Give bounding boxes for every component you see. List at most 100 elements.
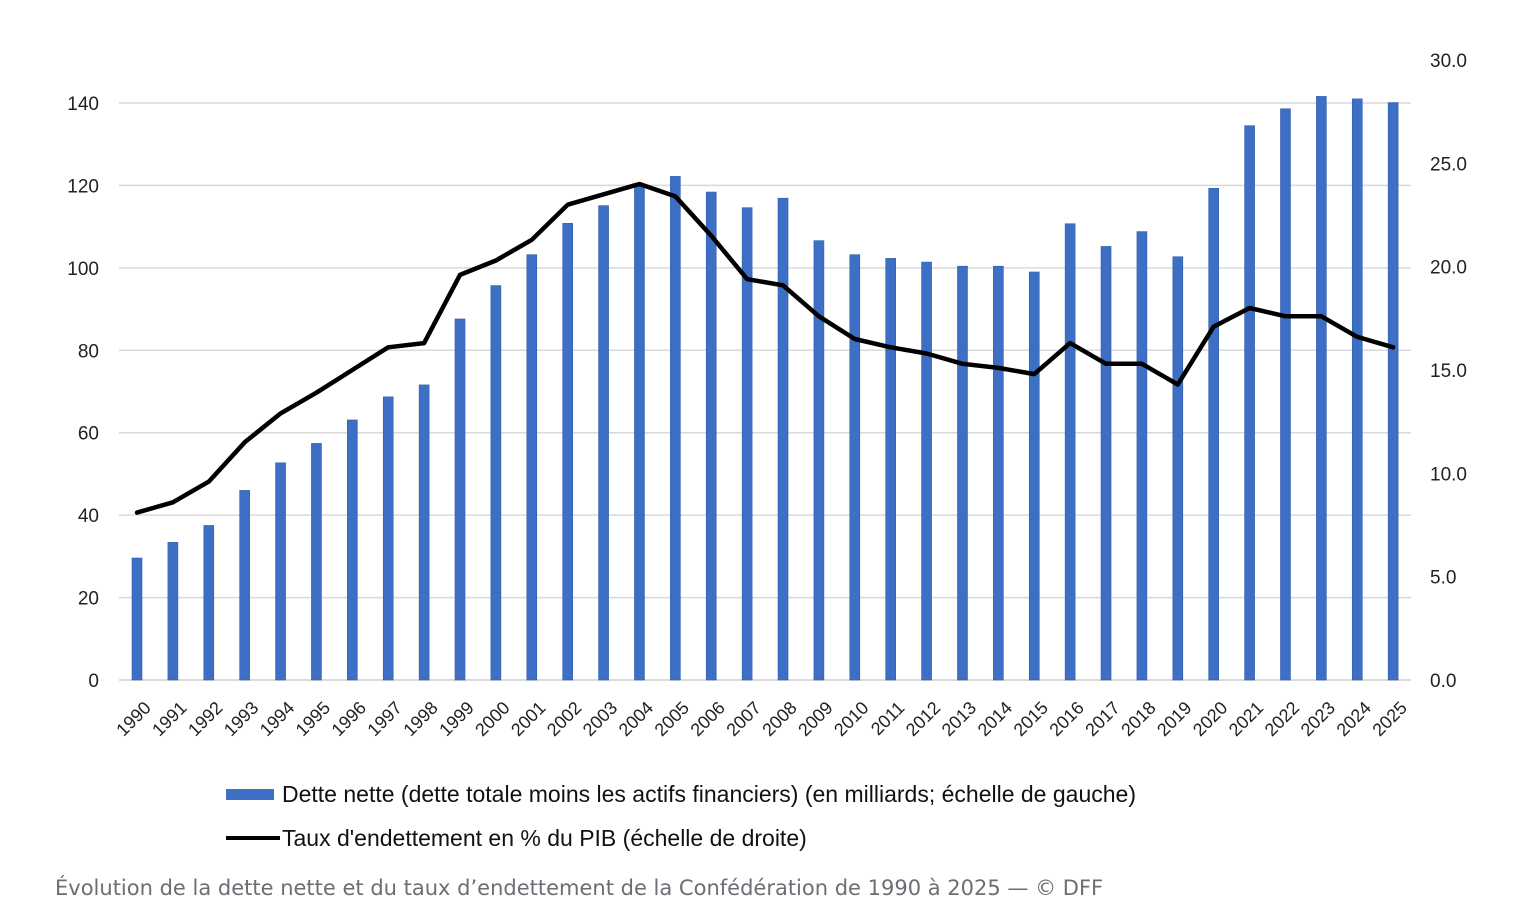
x-tick-label: 1993 (220, 698, 262, 740)
left-tick-label: 40 (78, 506, 99, 527)
x-tick-label: 1998 (399, 698, 441, 740)
right-axis-ticks: 0.0 5.0 10.0 15.0 20.0 25.0 30.0 (1430, 51, 1467, 692)
legend-item-bar[interactable]: Dette nette (dette totale moins les acti… (226, 772, 1136, 816)
bar-2000 (490, 285, 502, 681)
bar-1995 (311, 443, 322, 681)
x-tick-label: 2013 (938, 698, 980, 740)
left-tick-label: 120 (67, 176, 99, 197)
bar-2007 (741, 207, 753, 681)
right-tick-label: 20.0 (1430, 258, 1467, 279)
x-tick-label: 2009 (794, 698, 836, 740)
x-tick-label: 2005 (651, 698, 693, 740)
bar-2005 (670, 176, 681, 681)
x-tick-label: 2024 (1333, 698, 1375, 740)
right-tick-label: 30.0 (1430, 51, 1467, 72)
right-tick-label: 0.0 (1430, 671, 1456, 692)
line-series (134, 181, 1396, 515)
legend-label-bar: Dette nette (dette totale moins les acti… (282, 780, 1136, 807)
bar-2001 (526, 254, 538, 681)
bar-1998 (418, 384, 430, 681)
x-tick-label: 2019 (1153, 698, 1195, 740)
legend-bar-swatch (226, 788, 274, 800)
bar-2008 (777, 197, 789, 681)
left-tick-label: 100 (67, 259, 99, 280)
x-tick-label: 1997 (364, 698, 406, 740)
debt-ratio-line (134, 181, 1396, 515)
x-tick-label: 2006 (687, 698, 729, 740)
left-tick-label: 140 (67, 94, 99, 115)
right-tick-label: 10.0 (1430, 464, 1467, 485)
bar-series (131, 96, 1399, 681)
x-tick-label: 1994 (256, 698, 298, 740)
left-axis-ticks: 0 20 40 60 80 100 120 140 (67, 94, 99, 692)
x-tick-label: 1991 (148, 698, 190, 740)
x-tick-label: 1996 (328, 698, 370, 740)
x-tick-label: 2008 (758, 698, 800, 740)
bar-1997 (382, 396, 394, 681)
x-tick-label: 2010 (830, 698, 872, 740)
right-tick-label: 25.0 (1430, 154, 1467, 175)
x-tick-label: 2012 (902, 698, 944, 740)
right-tick-label: 15.0 (1430, 361, 1467, 382)
figure-caption: Évolution de la dette nette et du taux d… (55, 876, 1104, 900)
x-tick-label: 2014 (974, 698, 1016, 740)
gridlines (119, 102, 1411, 681)
bar-1990 (131, 557, 143, 681)
left-tick-label: 80 (78, 341, 99, 362)
bar-1993 (239, 490, 250, 681)
left-tick-label: 0 (88, 671, 99, 692)
bar-2025 (1387, 102, 1399, 681)
x-tick-label: 1995 (292, 698, 334, 740)
legend-label-line: Taux d'endettement en % du PIB (échelle … (282, 824, 807, 851)
bar-2009 (813, 240, 825, 681)
bar-2003 (598, 205, 609, 681)
bar-2016 (1064, 223, 1076, 681)
bar-2002 (562, 223, 573, 681)
x-tick-label: 2011 (867, 698, 909, 740)
x-tick-label: 2020 (1189, 698, 1231, 740)
x-tick-label: 2003 (579, 698, 621, 740)
x-axis-ticks: 1990199119921993199419951996199719981999… (112, 698, 1411, 740)
bar-1992 (203, 525, 215, 681)
bar-2014 (993, 265, 1004, 681)
left-tick-label: 60 (78, 424, 99, 445)
bar-2012 (921, 261, 932, 681)
bar-2017 (1100, 246, 1112, 681)
x-tick-label: 2000 (471, 698, 513, 740)
bar-2018 (1136, 231, 1148, 681)
x-tick-label: 2015 (1010, 698, 1052, 740)
left-tick-label: 20 (78, 589, 99, 610)
x-tick-label: 2004 (615, 698, 657, 740)
x-tick-label: 2023 (1297, 698, 1339, 740)
x-tick-label: 2022 (1261, 698, 1303, 740)
bar-1999 (454, 318, 466, 681)
bar-2004 (634, 184, 645, 681)
chart: 0 20 40 60 80 100 120 140 0.0 5.0 10.0 15.0 20.0 25.… (67, 51, 1467, 740)
legend-item-line[interactable]: Taux d'endettement en % du PIB (échelle … (226, 816, 1136, 860)
bar-2015 (1028, 271, 1040, 681)
x-tick-label: 2002 (543, 698, 585, 740)
x-tick-label: 2001 (507, 698, 549, 740)
bar-2013 (957, 265, 968, 681)
x-tick-label: 1990 (112, 698, 154, 740)
x-tick-label: 2018 (1117, 698, 1159, 740)
x-tick-label: 1992 (184, 698, 226, 740)
bar-2023 (1316, 96, 1327, 681)
bar-2006 (705, 191, 717, 681)
bar-2020 (1208, 188, 1219, 681)
bar-2022 (1280, 108, 1291, 681)
legend-line-swatch (226, 836, 280, 840)
bar-2011 (885, 258, 896, 681)
bar-1994 (275, 462, 286, 681)
bar-2021 (1244, 125, 1255, 681)
x-tick-label: 2007 (722, 698, 764, 740)
legend: Dette nette (dette totale moins les acti… (226, 772, 1136, 860)
right-tick-label: 5.0 (1430, 568, 1456, 589)
bar-1991 (167, 542, 179, 681)
bar-2010 (849, 254, 861, 681)
bar-2019 (1172, 256, 1184, 681)
x-tick-label: 2025 (1368, 698, 1410, 740)
x-tick-label: 2016 (1045, 698, 1087, 740)
bar-1996 (347, 419, 358, 681)
x-tick-label: 2021 (1225, 698, 1267, 740)
